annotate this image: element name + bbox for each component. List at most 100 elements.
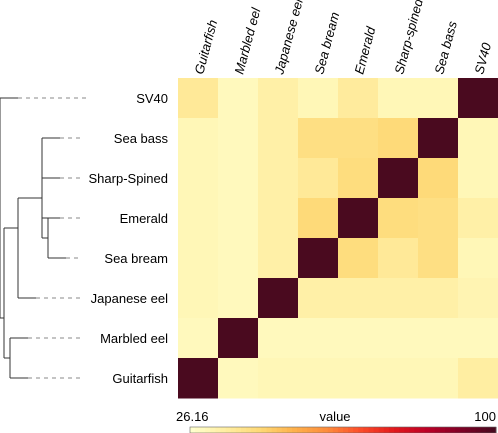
colorbar-segment	[434, 427, 441, 433]
heatmap-cell	[178, 158, 219, 199]
colorbar-segment	[195, 427, 201, 433]
heatmap-cell	[298, 318, 339, 359]
colorbar-gradient	[189, 426, 497, 433]
heatmap-cell	[178, 198, 219, 239]
heatmap-cell	[218, 78, 259, 119]
colorbar-segment	[256, 427, 262, 433]
colorbar-segment	[455, 427, 461, 433]
heatmap-cell	[258, 238, 299, 279]
colorbar-max-label: 100	[474, 409, 496, 424]
heatmap-cell	[418, 78, 459, 119]
colorbar-segment	[424, 427, 431, 433]
colorbar-segment	[297, 427, 303, 433]
heatmap-cell	[458, 118, 498, 159]
colorbar-segment	[358, 427, 364, 433]
heatmap-cell	[458, 278, 498, 319]
colorbar-segment	[470, 427, 477, 433]
colorbar-segment	[215, 427, 222, 433]
heatmap-cell	[258, 118, 299, 159]
heatmap-cell	[178, 78, 219, 119]
heatmap-cell	[178, 278, 219, 319]
colorbar-segment	[409, 427, 415, 433]
heatmap-cell	[298, 358, 339, 399]
heatmap-cell	[298, 238, 339, 279]
heatmap-cell	[418, 318, 459, 359]
colorbar-segment	[439, 427, 446, 433]
colorbar-segment	[251, 427, 257, 433]
column-label: SV40	[471, 40, 494, 75]
heatmap-cell	[258, 78, 299, 119]
colorbar-segment	[327, 427, 334, 433]
heatmap-cell	[378, 78, 419, 119]
row-label: Emerald	[120, 211, 168, 226]
colorbar-segment	[383, 427, 390, 433]
heatmap-cell	[378, 278, 419, 319]
colorbar-segment	[373, 427, 380, 433]
heatmap-cell	[338, 158, 379, 199]
colorbar-segment	[343, 427, 349, 433]
heatmap-cell	[178, 358, 219, 399]
heatmap-cell	[378, 358, 419, 399]
heatmap-cell	[338, 118, 379, 159]
colorbar-segment	[312, 427, 318, 433]
column-label: Japanese eel	[271, 0, 306, 77]
heatmap-cell	[418, 238, 459, 279]
heatmap-cell	[218, 278, 259, 319]
heatmap-cell	[178, 238, 219, 279]
heatmap-cell	[218, 318, 259, 359]
colorbar-title: value	[319, 409, 350, 424]
heatmap-cell	[458, 158, 498, 199]
heatmap-cell	[458, 78, 498, 119]
column-labels: Guitarfish Marbled eel Japanese eel Sea bre…	[191, 0, 494, 77]
row-label: Sea bass	[114, 131, 169, 146]
row-label: Guitarfish	[112, 371, 168, 386]
colorbar-segment	[190, 427, 196, 433]
row-label: SV40	[136, 91, 168, 106]
colorbar-segment	[485, 427, 492, 433]
colorbar-segment	[230, 427, 237, 433]
colorbar-segment	[332, 427, 339, 433]
heatmap-cell	[298, 198, 339, 239]
colorbar-segment	[445, 427, 451, 433]
column-label: Sea bass	[431, 19, 460, 76]
colorbar-segment	[271, 427, 278, 433]
column-label: Emerald	[351, 24, 378, 75]
colorbar-segment	[317, 427, 324, 433]
heatmap-cell	[178, 118, 219, 159]
colorbar-segment	[322, 427, 329, 433]
colorbar-segment	[419, 427, 426, 433]
colorbar-segment	[450, 427, 456, 433]
heatmap-cell	[418, 278, 459, 319]
heatmap-cell	[298, 158, 339, 199]
heatmap-cell	[378, 118, 419, 159]
heatmap-cell	[378, 198, 419, 239]
colorbar-frame	[189, 426, 497, 433]
colorbar-segment	[475, 427, 482, 433]
heatmap-cell	[338, 278, 379, 319]
heatmap-cell	[258, 198, 299, 239]
heatmap-cell	[218, 118, 259, 159]
heatmap-cells	[178, 78, 498, 399]
colorbar-segment	[368, 427, 375, 433]
heatmap-cell	[218, 238, 259, 279]
column-label: Sea bream	[311, 10, 342, 75]
row-dendrogram	[0, 97, 88, 379]
colorbar-segment	[480, 427, 487, 433]
heatmap-cell	[218, 198, 259, 239]
colorbar-segment	[307, 427, 313, 433]
colorbar-segment	[246, 427, 252, 433]
heatmap-cell	[458, 198, 498, 239]
heatmap-cell	[338, 198, 379, 239]
heatmap-cell	[298, 278, 339, 319]
colorbar-segment	[261, 427, 267, 433]
heatmap-cell	[298, 78, 339, 119]
colorbar-segment	[378, 427, 385, 433]
colorbar-segment	[414, 427, 420, 433]
colorbar-segment	[404, 427, 410, 433]
colorbar-segment	[460, 427, 466, 433]
colorbar-segment	[429, 427, 436, 433]
colorbar: 26.16 value 100	[176, 409, 497, 433]
column-label: Guitarfish	[191, 18, 220, 76]
row-label: Japanese eel	[91, 291, 168, 306]
colorbar-segment	[363, 427, 369, 433]
